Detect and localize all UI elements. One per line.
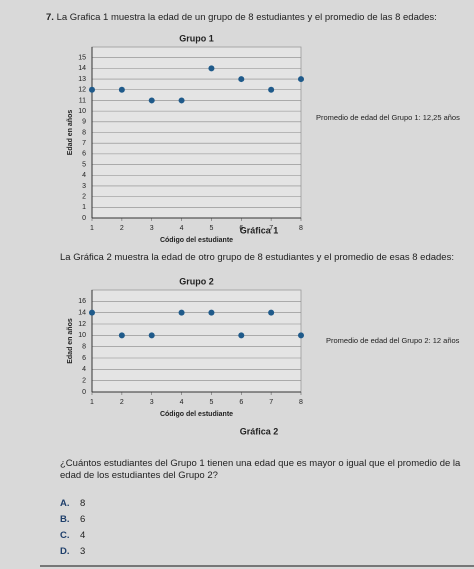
option-letter: D. bbox=[60, 546, 70, 557]
question-number: 7. bbox=[46, 12, 54, 23]
y-tick-label: 12 bbox=[78, 321, 86, 328]
x-axis-label: Código del estudiante bbox=[160, 411, 233, 418]
y-tick-label: 6 bbox=[82, 355, 86, 362]
data-point bbox=[89, 309, 95, 316]
x-axis-label: Código del estudiante bbox=[160, 237, 233, 244]
data-point bbox=[148, 97, 155, 104]
y-tick-label: 13 bbox=[78, 76, 86, 83]
x-tick-label: 1 bbox=[90, 399, 94, 406]
y-tick-label: 14 bbox=[78, 310, 86, 317]
option-letter: C. bbox=[60, 530, 70, 541]
y-tick-label: 16 bbox=[78, 298, 86, 305]
y-tick-label: 14 bbox=[78, 65, 86, 72]
y-tick-label: 15 bbox=[78, 55, 86, 62]
option-text: 4 bbox=[80, 530, 86, 541]
chart-title: Grupo 1 bbox=[179, 33, 214, 43]
data-point bbox=[268, 309, 275, 316]
option: C. 4 bbox=[60, 530, 85, 542]
y-tick-label: 1 bbox=[82, 204, 86, 211]
x-tick-label: 6 bbox=[239, 225, 243, 232]
plot-area bbox=[91, 289, 302, 393]
y-tick-label: 8 bbox=[82, 129, 86, 136]
data-point bbox=[148, 332, 155, 339]
x-tick-label: 4 bbox=[180, 399, 184, 406]
annotation: Promedio de edad del Grupo 1: 12,25 años bbox=[316, 113, 460, 122]
x-tick-label: 6 bbox=[239, 399, 243, 406]
y-tick-label: 0 bbox=[82, 215, 86, 222]
chart-caption: Gráfica 1 bbox=[240, 225, 279, 235]
y-tick-label: 6 bbox=[82, 151, 86, 158]
option: D. 3 bbox=[60, 546, 85, 558]
y-tick-label: 0 bbox=[82, 389, 86, 396]
y-tick-label: 8 bbox=[82, 344, 86, 351]
y-tick-label: 12 bbox=[78, 87, 86, 94]
data-point bbox=[118, 86, 125, 93]
data-point bbox=[208, 65, 215, 72]
x-tick-label: 3 bbox=[150, 225, 154, 232]
data-point bbox=[208, 309, 215, 316]
data-point bbox=[89, 86, 95, 93]
y-tick-label: 10 bbox=[78, 108, 86, 115]
y-tick-label: 7 bbox=[82, 140, 86, 147]
x-tick-label: 1 bbox=[90, 225, 94, 232]
data-point bbox=[118, 332, 125, 339]
data-point bbox=[268, 86, 275, 93]
chart-title: Grupo 2 bbox=[179, 276, 214, 286]
option-letter: B. bbox=[60, 514, 70, 525]
y-axis-label: Edad en años bbox=[67, 318, 74, 364]
intro-text: La Gráfica 2 muestra la edad de otro gru… bbox=[60, 252, 454, 263]
y-tick-label: 9 bbox=[82, 119, 86, 126]
chart-caption: Gráfica 2 bbox=[240, 426, 279, 436]
option-letter: A. bbox=[60, 498, 70, 509]
y-tick-label: 4 bbox=[82, 172, 86, 179]
intro-line: 7. La Grafica 1 muestra la edad de un gr… bbox=[46, 12, 437, 24]
data-point bbox=[238, 332, 245, 339]
annotation: Promedio de edad del Grupo 2: 12 años bbox=[326, 336, 460, 345]
x-tick-label: 2 bbox=[120, 399, 124, 406]
x-tick-label: 7 bbox=[269, 399, 273, 406]
data-point bbox=[298, 332, 304, 339]
y-tick-label: 10 bbox=[78, 332, 86, 339]
question-text: ¿Cuántos estudiantes del Grupo 1 tienen … bbox=[60, 458, 461, 481]
option-text: 6 bbox=[80, 514, 86, 525]
x-tick-label: 2 bbox=[120, 225, 124, 232]
x-tick-label: 7 bbox=[269, 225, 273, 232]
x-tick-label: 5 bbox=[209, 399, 213, 406]
y-tick-label: 11 bbox=[79, 97, 86, 104]
data-point bbox=[238, 76, 245, 83]
data-point bbox=[178, 309, 185, 316]
y-tick-label: 2 bbox=[82, 193, 86, 200]
intro-text: La Grafica 1 muestra la edad de un grupo… bbox=[56, 12, 437, 23]
option: B. 6 bbox=[60, 514, 85, 526]
y-tick-label: 2 bbox=[82, 378, 86, 385]
x-tick-label: 8 bbox=[299, 225, 303, 232]
y-tick-label: 4 bbox=[82, 366, 86, 373]
y-tick-label: 3 bbox=[82, 183, 86, 190]
option-text: 8 bbox=[80, 498, 86, 509]
x-tick-label: 4 bbox=[180, 225, 184, 232]
y-tick-label: 5 bbox=[82, 161, 86, 168]
y-axis-label: Edad en años bbox=[67, 110, 74, 156]
x-tick-label: 8 bbox=[299, 399, 303, 406]
x-tick-label: 5 bbox=[209, 225, 213, 232]
data-point bbox=[178, 97, 185, 104]
option-text: 3 bbox=[80, 546, 86, 557]
option: A. 8 bbox=[60, 498, 85, 510]
x-tick-label: 3 bbox=[150, 399, 154, 406]
data-point bbox=[298, 76, 304, 83]
